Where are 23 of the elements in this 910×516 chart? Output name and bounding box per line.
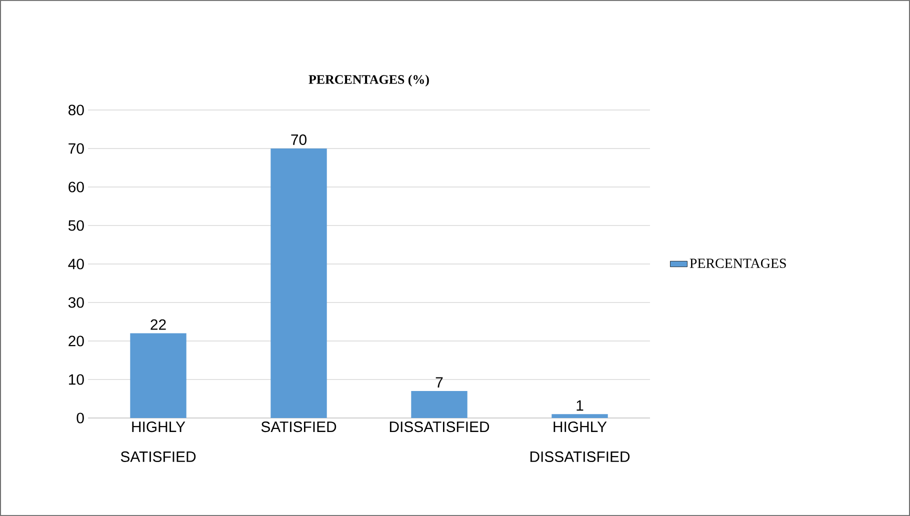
y-tick-label: 60 xyxy=(68,182,84,192)
category-label: HIGHLY SATISFIED xyxy=(120,422,196,462)
y-tick-label: 40 xyxy=(68,258,84,270)
y-tick-label: 30 xyxy=(68,297,84,308)
legend-label: PERCENTAGES xyxy=(690,258,786,268)
x-tick-label: SATISFIED xyxy=(261,422,336,432)
data-label: 7 xyxy=(436,377,443,388)
bar xyxy=(552,414,608,418)
y-tick-label: 50 xyxy=(68,220,84,231)
data-label: 22 xyxy=(150,319,166,330)
y-tick-label: 20 xyxy=(68,336,84,346)
bar xyxy=(411,391,468,418)
data-label: 70 xyxy=(291,134,306,145)
bar xyxy=(270,148,327,418)
chart-title: PERCENTAGES (%) xyxy=(308,74,429,86)
data-label: 1 xyxy=(576,400,584,411)
bar xyxy=(130,333,186,418)
y-tick-label: 80 xyxy=(68,104,84,116)
x-tick-label: DISSATISFIED xyxy=(390,422,490,432)
y-tick-label: 10 xyxy=(69,374,84,385)
y-tick-label: 70 xyxy=(68,143,84,154)
category-label: HIGHLY DISSATISFIED xyxy=(530,422,630,462)
y-tick-label: 0 xyxy=(76,412,84,424)
